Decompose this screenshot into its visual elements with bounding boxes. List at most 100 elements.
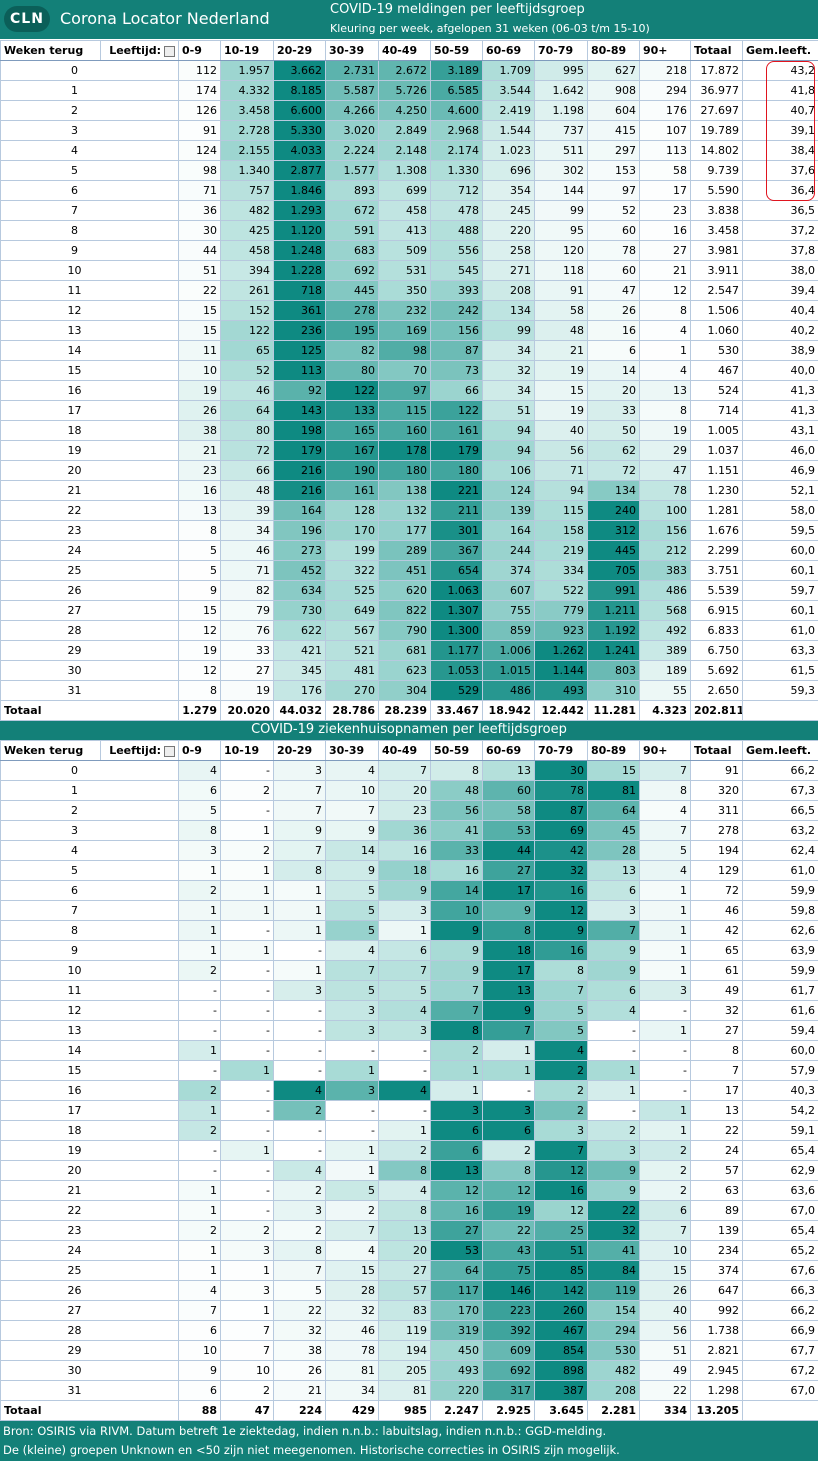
value-cell: 5 — [325, 980, 379, 1001]
week-cell: 2 — [0, 800, 179, 821]
value-cell: 95 — [534, 220, 588, 241]
value-cell: 22 — [690, 1120, 743, 1141]
value-cell: 9 — [178, 580, 221, 601]
value-cell: 1.738 — [690, 1320, 743, 1341]
value-cell: 10 — [178, 360, 221, 381]
value-cell: 5.726 — [378, 80, 431, 101]
value-cell: - — [220, 1200, 274, 1221]
value-cell: 8 — [639, 780, 691, 801]
value-cell: 6 — [178, 1380, 221, 1401]
value-cell: 392 — [482, 1320, 535, 1341]
value-cell: 450 — [430, 1340, 483, 1361]
value-cell: 258 — [482, 240, 535, 261]
value-cell: 212 — [639, 540, 691, 561]
value-cell: 27 — [482, 860, 535, 881]
value-cell: 9 — [430, 920, 483, 941]
value-cell: 1 — [220, 880, 274, 901]
value-cell: 1 — [639, 1120, 691, 1141]
value-cell: 1.642 — [534, 80, 588, 101]
value-cell: 374 — [690, 1260, 743, 1281]
value-cell: 61,6 — [742, 1000, 818, 1021]
value-cell: 194 — [690, 840, 743, 861]
value-cell: 8 — [430, 1020, 483, 1041]
value-cell: 7 — [325, 960, 379, 981]
value-cell: 60 — [482, 780, 535, 801]
value-cell: 3 — [273, 980, 326, 1001]
value-cell: 16 — [534, 940, 588, 961]
value-cell: 51 — [639, 1340, 691, 1361]
value-cell: 9 — [325, 820, 379, 841]
total-cell: 44.032 — [273, 700, 326, 721]
total-cell: 2.925 — [482, 1400, 535, 1421]
data-row: 28 6 7 32 46 119 319 392 467 294 56 1.738 66,9 — [0, 1320, 818, 1341]
data-row: 29 10 7 38 78 194 450 609 854 530 51 2.821 67,7 — [0, 1340, 818, 1361]
total-cell: 4.323 — [639, 700, 691, 721]
value-cell: 482 — [587, 1360, 640, 1381]
week-cell: 0 — [0, 760, 179, 781]
value-cell: 3.911 — [690, 260, 743, 281]
value-cell: 1.015 — [482, 660, 535, 681]
value-cell: 40,3 — [742, 1080, 818, 1101]
value-cell: 12 — [430, 1180, 483, 1201]
value-cell: 6 — [587, 980, 640, 1001]
value-cell: 129 — [690, 860, 743, 881]
value-cell: 696 — [482, 160, 535, 181]
value-cell: 92 — [273, 380, 326, 401]
value-cell: 41,3 — [742, 380, 818, 401]
value-cell: 66 — [220, 460, 274, 481]
value-cell: 20 — [378, 780, 431, 801]
value-cell: 16 — [430, 1200, 483, 1221]
total-cell: 20.020 — [220, 700, 274, 721]
value-cell: 160 — [378, 420, 431, 441]
week-cell: 21 — [0, 480, 179, 501]
value-cell: 2.174 — [430, 140, 483, 161]
value-cell: 27 — [430, 1220, 483, 1241]
value-cell: 30 — [178, 220, 221, 241]
value-cell: 9 — [178, 1360, 221, 1381]
value-cell: 3.458 — [690, 220, 743, 241]
value-cell: 9 — [587, 960, 640, 981]
value-cell: 2 — [639, 1180, 691, 1201]
value-cell: 567 — [325, 620, 379, 641]
value-cell: 63 — [690, 1180, 743, 1201]
value-cell: 19 — [639, 420, 691, 441]
value-cell: 91 — [534, 280, 588, 301]
value-cell: - — [325, 1100, 379, 1121]
value-cell: 119 — [378, 1320, 431, 1341]
value-cell: 1 — [273, 880, 326, 901]
value-cell: 7 — [534, 1140, 588, 1161]
value-cell: 27 — [690, 1020, 743, 1041]
value-cell: - — [639, 1040, 691, 1061]
value-cell: 13 — [430, 1160, 483, 1181]
total-cell: 1.279 — [178, 700, 221, 721]
value-cell: 3.020 — [325, 120, 379, 141]
data-row: 13 15 122 236 195 169 156 99 48 16 4 1.060 40,2 — [0, 320, 818, 341]
value-cell: 7 — [325, 800, 379, 821]
value-cell: 240 — [587, 500, 640, 521]
value-cell: 4 — [639, 800, 691, 821]
value-cell: 79 — [220, 600, 274, 621]
data-row: 5 1 1 8 9 18 16 27 32 13 4 129 61,0 — [0, 860, 818, 881]
value-cell: 26 — [639, 1280, 691, 1301]
value-cell: 15 — [534, 380, 588, 401]
data-row: 10 2-1 7 7 9 17 8 9 1 61 59,9 — [0, 960, 818, 981]
value-cell: 4 — [273, 1160, 326, 1181]
week-cell: 11 — [0, 980, 179, 1001]
data-row: 23 8 34 196 170 177 301 164 158 312 156 1.676 59,5 — [0, 520, 818, 541]
value-cell: 52 — [220, 360, 274, 381]
value-cell: 54,2 — [742, 1100, 818, 1121]
value-cell: - — [220, 1080, 274, 1101]
value-cell: 245 — [482, 200, 535, 221]
week-cell: 26 — [0, 1280, 179, 1301]
value-cell: - — [220, 1100, 274, 1121]
value-cell: 1.300 — [430, 620, 483, 641]
value-cell: 6.833 — [690, 620, 743, 641]
value-cell: 297 — [587, 140, 640, 161]
total-row: Totaal 1.279 20.020 44.032 28.786 28.239 33.46… — [0, 700, 818, 721]
value-cell: 10 — [430, 900, 483, 921]
value-cell: 3 — [325, 1080, 379, 1101]
value-cell: 34 — [325, 1380, 379, 1401]
value-cell: 6 — [178, 1320, 221, 1341]
value-cell: 4 — [378, 1180, 431, 1201]
value-cell: 58 — [482, 800, 535, 821]
